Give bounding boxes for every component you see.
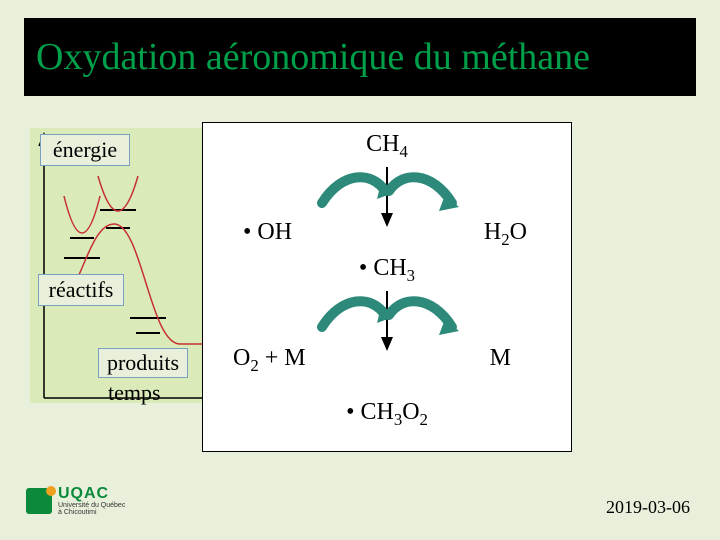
reaction-panel: CH4 • OH H2O • CH3 O2 + M M	[202, 122, 572, 452]
title-bar: Oxydation aéronomique du méthane	[24, 18, 696, 96]
label-temps: temps	[108, 380, 161, 406]
arrow-step-1	[287, 163, 487, 233]
label-energie: énergie	[40, 134, 130, 166]
logo-subtext-1: Université du Québec	[58, 502, 125, 509]
reagent-oh: • OH	[243, 219, 292, 246]
arrow-step-2	[287, 287, 487, 357]
label-reactifs: réactifs	[38, 274, 124, 306]
logo-mark-icon	[26, 488, 52, 514]
reagent-o2m: O2 + M	[233, 345, 306, 372]
product-h2o: H2O	[484, 219, 527, 246]
label-produits: produits	[98, 348, 188, 378]
product-m: M	[490, 345, 511, 372]
species-ch3o2: • CH3O2	[346, 399, 428, 426]
footer-date: 2019-03-06	[606, 497, 690, 518]
species-ch3: • CH3	[359, 255, 415, 282]
page-title: Oxydation aéronomique du méthane	[36, 35, 590, 79]
logo-text: UQAC	[58, 486, 125, 502]
species-ch4: CH4	[366, 131, 408, 158]
logo-subtext-2: à Chicoutimi	[58, 509, 125, 516]
uqac-logo: UQAC Université du Québec à Chicoutimi	[26, 478, 166, 524]
